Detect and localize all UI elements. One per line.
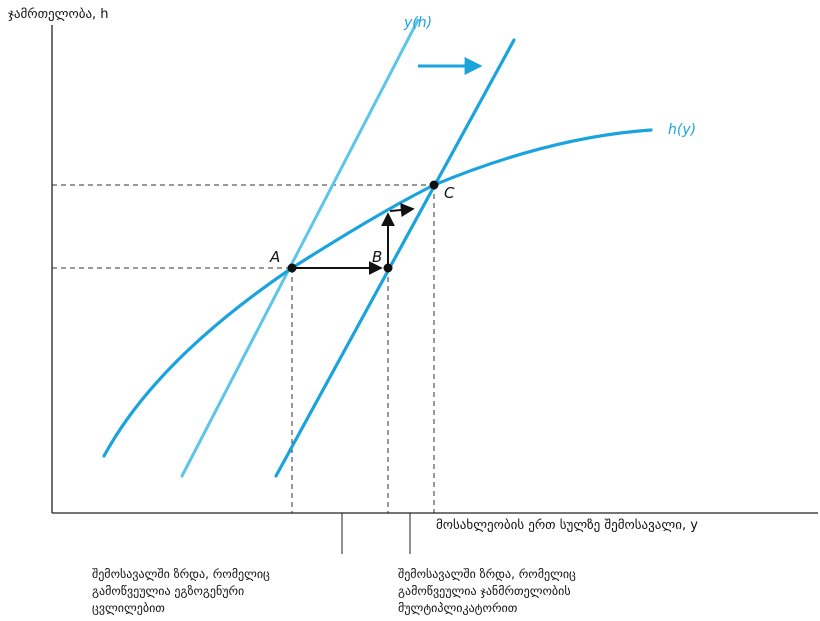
note-left-line-3: ცვლილებით [92, 601, 165, 615]
arrow-to-c [389, 203, 415, 217]
point-c-dot [429, 180, 439, 190]
x-axis-label: მოსახლეობის ერთ სულზე შემოსავალი, y [436, 518, 698, 533]
h-of-y-label: h(y) [668, 122, 696, 138]
note-right-line-1: შემოსავალში ზრდა, რომელიც [398, 567, 576, 581]
note-right-line-2: გამოწვეულია ჯანმრთელობის [398, 584, 571, 598]
note-left-line-2: გამოწვეულია ეგზოგენური [92, 584, 244, 598]
h-of-y-curve [102, 128, 653, 458]
y-of-h-line-initial [180, 18, 420, 478]
y-of-h-label: y(h) [403, 15, 432, 31]
point-a-dot [287, 263, 297, 273]
point-b-label: B [372, 248, 382, 266]
y-of-h-line-shifted [274, 38, 516, 478]
note-left-line-1: შემოსავალში ზრდა, რომელიც [92, 567, 270, 581]
y-axis-label: ჯამრთელობა, h [8, 7, 109, 22]
point-a-label: A [269, 248, 280, 266]
point-b-dot [383, 263, 393, 273]
note-right-line-3: მულტიპლიკატორით [398, 601, 518, 615]
point-c-label: C [444, 184, 455, 202]
